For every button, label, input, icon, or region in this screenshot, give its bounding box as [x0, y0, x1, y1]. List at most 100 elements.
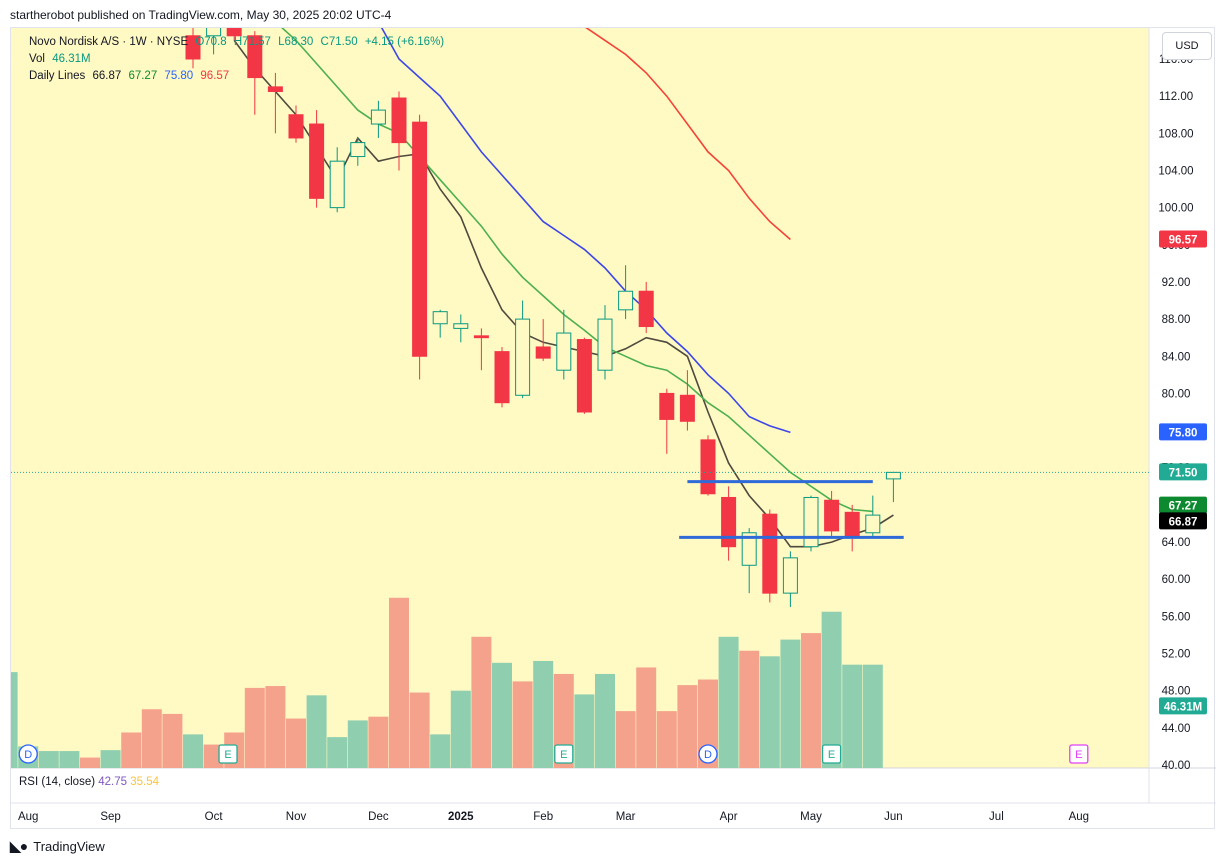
candle	[844, 504, 860, 552]
candle-body	[247, 35, 263, 79]
candle-body	[597, 318, 613, 371]
price-tag-bg	[1159, 496, 1207, 514]
event-letter: D	[24, 749, 32, 761]
price-tag-bg	[1159, 512, 1207, 530]
candle	[535, 319, 551, 361]
candle	[803, 495, 819, 552]
candle-body	[473, 335, 489, 339]
candle-body	[309, 123, 325, 199]
candle	[432, 309, 448, 338]
close-value: C71.50	[320, 36, 358, 48]
volume-bar	[244, 687, 265, 768]
event-marker: E	[1069, 744, 1089, 764]
candle-body	[329, 160, 345, 209]
price-chart[interactable]: 116.00112.00108.00104.00100.0096.0092.00…	[11, 28, 1216, 830]
candle-body	[741, 532, 757, 566]
candle-body	[659, 392, 675, 420]
candle	[288, 105, 304, 143]
volume-bar	[842, 664, 863, 768]
y-tick-label: 88.00	[1162, 314, 1191, 326]
y-tick-label: 108.00	[1158, 128, 1193, 140]
y-tick-label: 100.00	[1158, 203, 1193, 215]
x-tick-label: Jun	[884, 811, 903, 823]
candle	[515, 300, 531, 399]
volume-bar	[636, 667, 657, 768]
price-tag-text: 75.80	[1169, 427, 1198, 439]
chart-frame[interactable]: 116.00112.00108.00104.00100.0096.0092.00…	[10, 27, 1216, 830]
price-tag-text: 71.50	[1169, 467, 1198, 479]
candle	[329, 147, 345, 213]
candle	[865, 495, 881, 538]
price-tag: 67.27	[1159, 496, 1207, 514]
volume-bar	[677, 685, 698, 768]
published-line: startherobot published on TradingView.co…	[10, 8, 392, 22]
volume-bar	[718, 636, 739, 768]
volume-bar	[286, 718, 306, 768]
lines-label[interactable]: Daily Lines	[29, 70, 86, 82]
x-tick-label: Oct	[205, 811, 224, 823]
tradingview-logo[interactable]: ◣● TradingView	[10, 838, 105, 855]
event-letter: E	[224, 749, 231, 761]
volume-bar	[492, 662, 512, 768]
price-tag: 96.57	[1159, 230, 1207, 248]
volume-bar	[533, 660, 554, 768]
x-tick-label: Aug	[1069, 811, 1089, 823]
y-tick-label: 44.00	[1162, 723, 1191, 735]
y-axis: 116.00112.00108.00104.00100.0096.0092.00…	[1158, 54, 1193, 772]
price-tag-bg	[1159, 463, 1207, 481]
candle	[618, 265, 634, 320]
vol-label[interactable]: Vol	[29, 53, 45, 65]
open-value: O70.8	[195, 36, 227, 48]
candle-body	[762, 513, 778, 594]
y-tick-label: 64.00	[1162, 537, 1191, 549]
dividend-icon	[698, 744, 718, 764]
volume-bar	[862, 664, 883, 768]
event-letter: E	[828, 749, 835, 761]
volume-bar	[450, 690, 471, 768]
candle-body	[576, 339, 592, 413]
tradingview-mark-icon: ◣●	[10, 838, 28, 854]
rsi-value-1: 42.75	[98, 776, 128, 788]
brand-label: TradingView	[33, 839, 105, 854]
event-marker: D	[698, 744, 718, 764]
y-tick-label: 60.00	[1162, 574, 1191, 586]
earnings-icon	[821, 744, 842, 764]
candle-body	[679, 394, 695, 422]
legend-row-lines: Daily Lines 66.87 67.27 75.80 96.57	[29, 70, 233, 82]
ma-slow-line	[380, 28, 791, 434]
volume-bar	[801, 633, 821, 768]
candle-body	[721, 496, 737, 548]
y-tick-label: 104.00	[1158, 165, 1193, 177]
candle-body	[288, 114, 304, 139]
symbol-label[interactable]: Novo Nordisk A/S · 1W · NYSE	[29, 36, 189, 48]
candle	[309, 110, 325, 208]
x-tick-label: Feb	[533, 811, 553, 823]
candle	[473, 328, 489, 371]
price-tag: 66.87	[1159, 512, 1207, 530]
x-tick-label: May	[800, 811, 822, 823]
line-value-fast: 66.87	[92, 70, 122, 82]
price-tag-text: 66.87	[1169, 516, 1198, 528]
ma-long-line	[585, 28, 791, 241]
line-value-long: 96.57	[200, 70, 230, 82]
currency-button[interactable]: USD	[1162, 32, 1212, 60]
volume-bar	[59, 751, 80, 768]
price-tag: 75.80	[1159, 423, 1207, 441]
candle	[267, 72, 283, 134]
volume-bar	[739, 650, 760, 768]
support-levels	[679, 480, 904, 539]
event-marker: E	[554, 744, 574, 764]
candle	[762, 509, 778, 603]
volume-bar	[780, 639, 801, 768]
candle-body	[370, 109, 386, 125]
event-marker: E	[218, 744, 238, 764]
high-value: H71.57	[233, 36, 271, 48]
earnings-icon	[554, 744, 574, 764]
rsi-value-2: 35.54	[130, 776, 160, 788]
legend-row-volume: Vol 46.31M	[29, 53, 95, 65]
candle-body	[782, 557, 798, 594]
rsi-label[interactable]: RSI (14, close)	[19, 776, 96, 788]
candle-body	[803, 496, 819, 548]
price-tag-text: 67.27	[1169, 501, 1198, 513]
candle	[370, 100, 386, 138]
